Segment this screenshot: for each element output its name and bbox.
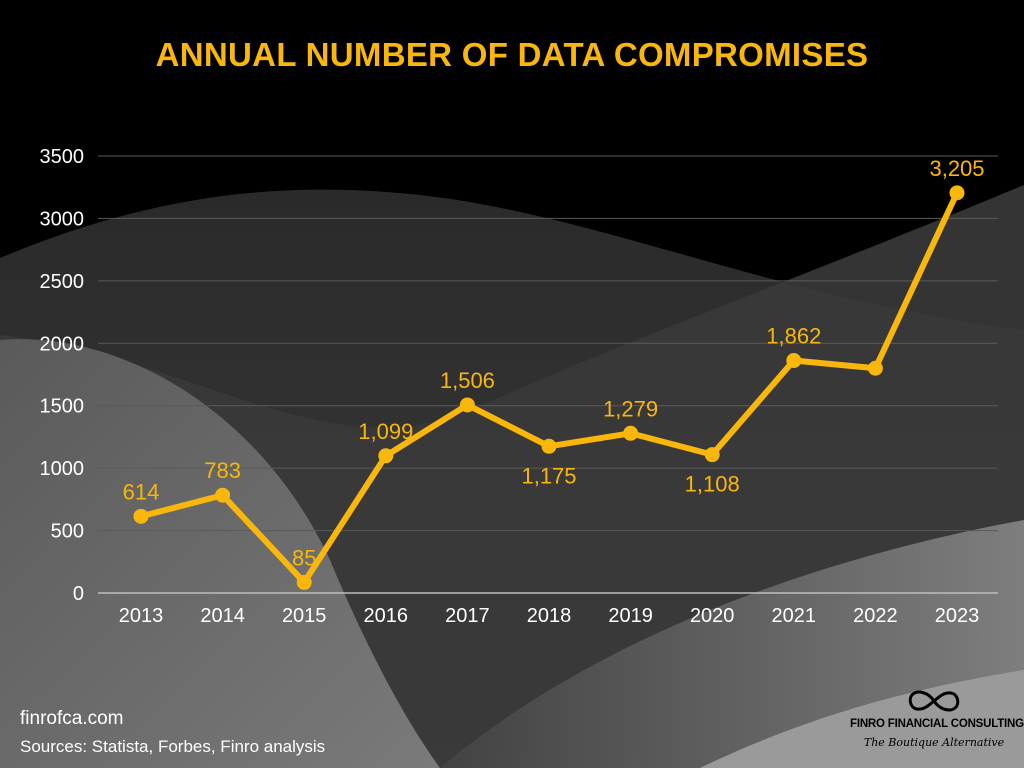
data-point: [541, 438, 557, 454]
data-label: 1,279: [603, 396, 658, 421]
data-label: 1,506: [440, 368, 495, 393]
y-tick-label: 2500: [40, 271, 85, 293]
background-wave-left: [0, 339, 440, 768]
y-tick-label: 3000: [40, 208, 85, 230]
x-tick-label: 2022: [853, 605, 898, 627]
y-tick-label: 500: [51, 521, 84, 543]
data-point: [623, 425, 639, 441]
chart-gridlines: [98, 155, 998, 594]
x-axis-ticks: 2013 2014 2015 2016 2017 2018 2019 2020 2021 2022…: [119, 605, 980, 627]
data-point: [949, 185, 965, 201]
data-label: 783: [204, 458, 241, 483]
brand-name: FINRO FINANCIAL CONSULTING: [850, 718, 1024, 730]
x-tick-label: 2016: [364, 605, 409, 627]
y-tick-label: 0: [73, 583, 84, 605]
chart-title: ANNUAL NUMBER OF DATA COMPROMISES: [155, 36, 869, 73]
y-tick-label: 1000: [40, 458, 85, 480]
infinity-icon: [908, 690, 960, 712]
y-tick-label: 2000: [40, 333, 85, 355]
data-series: [133, 185, 965, 590]
data-point: [378, 448, 394, 464]
data-point: [704, 447, 720, 463]
data-label: 3,205: [929, 156, 984, 181]
x-tick-label: 2013: [119, 605, 164, 627]
y-axis-ticks: 0 500 1000 1500 2000 2500 3000 3500: [40, 146, 85, 605]
x-tick-label: 2020: [690, 605, 735, 627]
data-point: [296, 574, 312, 590]
x-tick-label: 2019: [608, 605, 653, 627]
y-tick-label: 1500: [40, 396, 85, 418]
data-point: [786, 353, 802, 369]
brand-tagline: The Boutique Alternative: [863, 736, 1005, 749]
data-label: 1,862: [766, 324, 821, 349]
x-tick-label: 2023: [935, 605, 980, 627]
data-label: 614: [123, 479, 160, 504]
data-point: [133, 508, 149, 524]
brand-block: FINRO FINANCIAL CONSULTING The Boutique …: [850, 688, 1024, 749]
data-point: [459, 397, 475, 413]
data-labels: 614 783 85 1,099 1,506 1,175 1,279 1,108 1,862 3,…: [123, 156, 985, 571]
x-tick-label: 2015: [282, 605, 327, 627]
footer-sources: Sources: Statista, Forbes, Finro analysi…: [20, 737, 326, 756]
x-tick-label: 2017: [445, 605, 490, 627]
x-tick-label: 2018: [527, 605, 572, 627]
x-tick-label: 2014: [200, 605, 245, 627]
data-label: 1,099: [358, 419, 413, 444]
data-point: [867, 360, 883, 376]
data-label: 1,175: [521, 463, 576, 488]
y-tick-label: 3500: [40, 146, 85, 168]
footer-website[interactable]: finrofca.com: [20, 708, 124, 729]
data-point: [215, 487, 231, 503]
series-line: [138, 189, 960, 586]
data-label: 1,108: [685, 472, 740, 497]
x-tick-label: 2021: [772, 605, 817, 627]
data-label: 85: [292, 545, 316, 570]
